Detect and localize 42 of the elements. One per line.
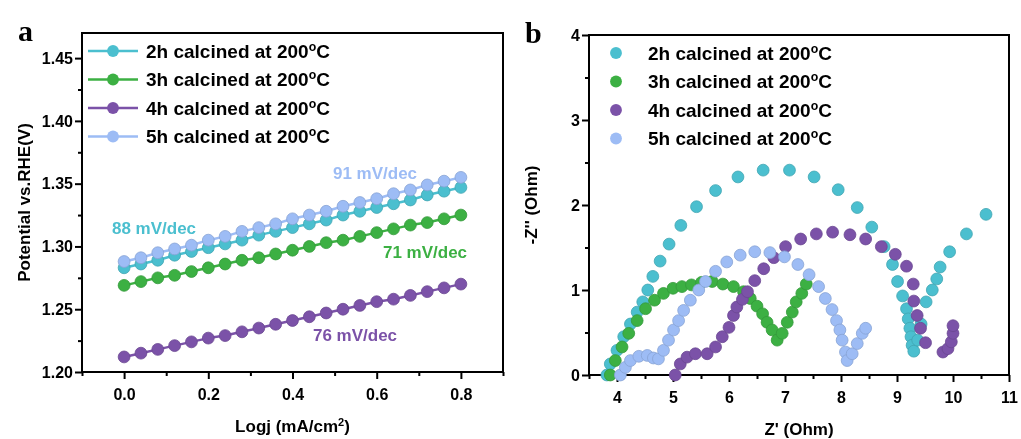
x-tick-label: 0.6 bbox=[366, 386, 389, 404]
y-tick-label: 1.40 bbox=[41, 112, 74, 130]
chart-title: a bbox=[18, 14, 33, 47]
y-axis-title: -Z'' (Ohm) bbox=[522, 165, 541, 245]
x-tick-label: 10 bbox=[944, 389, 963, 407]
chart-title: b bbox=[525, 16, 542, 49]
legend-label: 3h calcined at 200$^{o}$C bbox=[648, 70, 833, 93]
y-tick-label: 1.45 bbox=[41, 49, 74, 67]
annotation: 71 mV/dec bbox=[382, 242, 468, 262]
y-tick-label: 1.35 bbox=[41, 175, 74, 193]
x-tick-label: 0.2 bbox=[197, 386, 221, 404]
legend-label: 5h calcined at 200$^{o}$C bbox=[146, 125, 331, 148]
x-tick-label: 0.0 bbox=[113, 386, 136, 404]
y-tick-label: 4 bbox=[571, 26, 581, 44]
annotation: 91 mV/dec bbox=[332, 163, 418, 183]
x-axis-title: Z' (Ohm) bbox=[764, 420, 834, 439]
x-tick-label: 4 bbox=[613, 389, 623, 407]
y-tick-label: 1.30 bbox=[41, 238, 74, 256]
annotation: 88 mV/dec bbox=[111, 218, 197, 238]
x-tick-label: 9 bbox=[893, 389, 903, 407]
y-tick-label: 1.20 bbox=[41, 363, 74, 381]
legend-label: 2h calcined at 200$^{o}$C bbox=[146, 39, 331, 62]
legend-label: 2h calcined at 200$^{o}$C bbox=[648, 41, 833, 64]
y-axis-title: Potential vs.RHE(V) bbox=[15, 123, 34, 282]
x-tick-label: 0.8 bbox=[450, 386, 473, 404]
annotation: 76 mV/dec bbox=[312, 325, 398, 345]
legend-label: 5h calcined at 200$^{o}$C bbox=[648, 127, 833, 150]
y-tick-label: 1.25 bbox=[41, 300, 74, 318]
legend-label: 4h calcined at 200$^{o}$C bbox=[648, 98, 833, 121]
y-tick-label: 1 bbox=[571, 281, 581, 299]
legend-label: 4h calcined at 200$^{o}$C bbox=[146, 96, 331, 119]
x-tick-label: 5 bbox=[669, 389, 679, 407]
y-tick-label: 0 bbox=[571, 366, 581, 384]
x-tick-label: 0.4 bbox=[281, 386, 305, 404]
x-tick-label: 6 bbox=[725, 389, 735, 407]
legend-label: 3h calcined at 200$^{o}$C bbox=[146, 68, 331, 91]
x-tick-label: 7 bbox=[781, 389, 791, 407]
x-axis-title: Logj (mA/cm$^{2}$) bbox=[235, 416, 350, 436]
x-tick-label: 11 bbox=[1001, 389, 1019, 407]
y-tick-label: 3 bbox=[571, 111, 581, 129]
y-tick-label: 2 bbox=[571, 196, 581, 214]
x-tick-label: 8 bbox=[837, 389, 847, 407]
